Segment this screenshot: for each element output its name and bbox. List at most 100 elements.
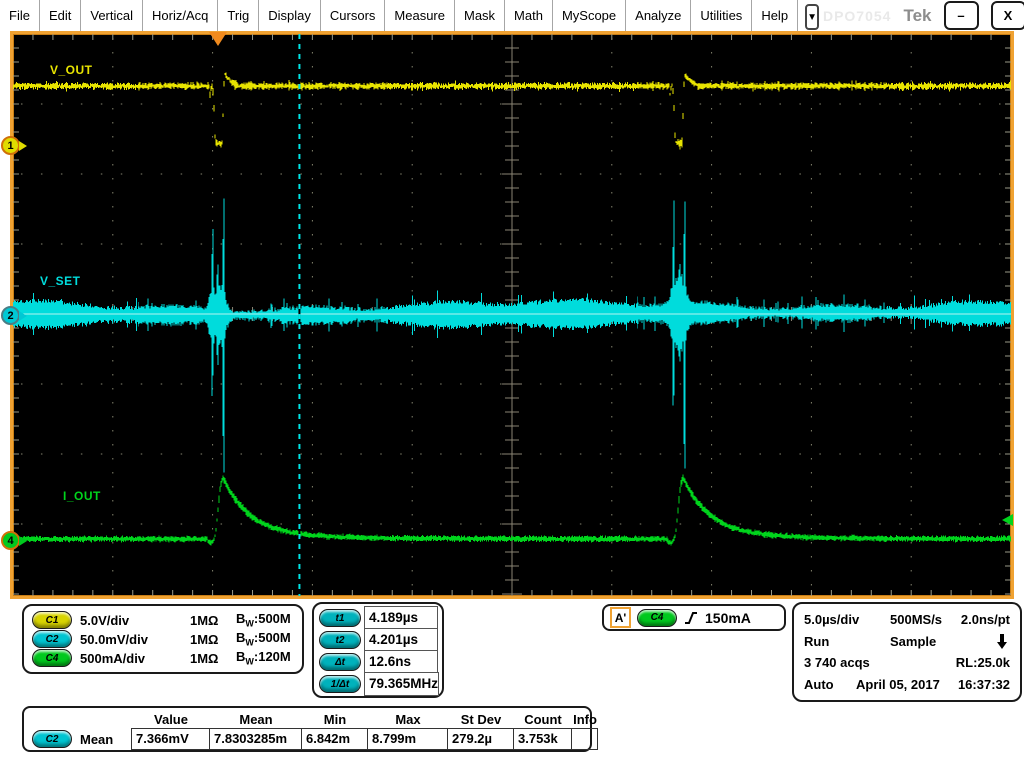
meas-header-info: Info xyxy=(573,711,597,727)
channel-2-arrow-icon xyxy=(19,310,27,321)
acq-row-datetime: Auto April 05, 2017 16:37:32 xyxy=(804,675,1010,694)
menu-item-measure[interactable]: Measure xyxy=(385,0,455,31)
menu-item-math[interactable]: Math xyxy=(505,0,553,31)
c1-bandwidth: BW:500M xyxy=(236,611,291,629)
close-button[interactable]: X xyxy=(990,1,1024,30)
meas-cell-max: 8.799m xyxy=(367,728,448,750)
cursor-freq-badge[interactable]: 1/Δt xyxy=(319,675,361,693)
menu-item-utilities[interactable]: Utilities xyxy=(691,0,753,31)
trigger-panel: A' C4 150mA xyxy=(602,604,786,631)
menu-item-vertical[interactable]: Vertical xyxy=(81,0,143,31)
channel-row-c2: C2 50.0mV/div 1MΩ BW:500M xyxy=(32,630,294,648)
menu-item-edit[interactable]: Edit xyxy=(40,0,82,31)
cursor-dt-badge[interactable]: Δt xyxy=(319,653,361,671)
c1-impedance: 1MΩ xyxy=(190,612,219,628)
channel-1-arrow-icon xyxy=(19,140,27,151)
c4-bandwidth: BW:120M xyxy=(236,649,291,667)
trace-c1-vout xyxy=(13,72,1011,150)
menu-item-analyze[interactable]: Analyze xyxy=(626,0,692,31)
cursors-panel: t1 4.189µs t2 4.201µs Δt 12.6ns 1/Δt 79.… xyxy=(312,602,444,698)
resolution-value: 2.0ns/pt xyxy=(960,612,1010,627)
channel-row-c1: C1 5.0V/div 1MΩ BW:500M xyxy=(32,611,294,629)
cursor-t1-value: 4.189µs xyxy=(364,605,438,630)
meas-cell-value: 7.366mV xyxy=(131,728,210,750)
record-length: RL:25.0k xyxy=(955,655,1010,671)
acquisition-count: 3 740 acqs xyxy=(804,655,870,671)
trace-label-vset: V_SET xyxy=(40,274,81,288)
trigger-mode: Auto xyxy=(804,676,834,692)
menu-item-myscope[interactable]: MyScope xyxy=(553,0,627,31)
meas-header-max: Max xyxy=(395,711,421,727)
c2-scale: 50.0mV/div xyxy=(80,631,148,647)
meas-cell-info xyxy=(571,728,598,750)
meas-cell-min: 6.842m xyxy=(301,728,368,750)
channel-1-marker[interactable]: 1 xyxy=(1,136,27,155)
menu-item-mask[interactable]: Mask xyxy=(455,0,506,31)
c1-scale: 5.0V/div xyxy=(80,612,130,628)
acquisition-panel: 5.0µs/div 500MS/s 2.0ns/pt Run Sample 3 … xyxy=(792,602,1022,702)
acq-row-state: Run Sample xyxy=(804,632,1010,651)
channel-c1-badge[interactable]: C1 xyxy=(32,611,72,629)
meas-row-label: C2 Mean xyxy=(28,730,132,748)
samplerate-value: 500MS/s xyxy=(890,612,943,627)
menu-item-help[interactable]: Help xyxy=(752,0,799,31)
channel-c2-badge[interactable]: C2 xyxy=(32,630,72,648)
meas-cell-count: 3.753k xyxy=(513,728,572,750)
acq-mode: Sample xyxy=(890,633,937,649)
meas-header-stdev: St Dev xyxy=(460,711,502,727)
graticule-edge-ticks xyxy=(13,34,1011,596)
trace-label-iout: I_OUT xyxy=(63,489,101,503)
menu-item-horiz-acq[interactable]: Horiz/Acq xyxy=(143,0,219,31)
c2-bandwidth: BW:500M xyxy=(236,630,291,648)
channel-c4-badge[interactable]: C4 xyxy=(32,649,72,667)
trigger-position-marker-icon[interactable] xyxy=(209,32,227,46)
channel-2-marker-label: 2 xyxy=(7,309,14,322)
c4-impedance: 1MΩ xyxy=(190,650,219,666)
menu-item-file[interactable]: File xyxy=(0,0,40,31)
channel-4-marker-label: 4 xyxy=(7,534,14,547)
channel-4-marker[interactable]: 4 xyxy=(1,531,27,550)
waveform-display: V_OUT V_SET I_OUT 1 2 4 xyxy=(1,31,1014,599)
time-value: 16:37:32 xyxy=(957,676,1010,692)
trace-label-vout: V_OUT xyxy=(50,63,93,77)
meas-header-value: Value xyxy=(154,711,188,727)
minimize-button[interactable]: – xyxy=(943,1,979,30)
cursor-freq-value: 79.365MHz xyxy=(364,671,440,696)
menu-overflow-button[interactable]: ▼ xyxy=(805,4,819,30)
channel-2-marker[interactable]: 2 xyxy=(1,306,27,325)
cursor-t2-value: 4.201µs xyxy=(364,627,438,652)
channel-1-marker-label: 1 xyxy=(7,139,14,152)
channel-row-c4: C4 500mA/div 1MΩ BW:120M xyxy=(32,649,294,667)
cursor-row-dt: Δt 12.6ns xyxy=(319,649,438,674)
measurement-table: Value Mean Min Max St Dev Count Info C2 … xyxy=(22,706,598,752)
acq-row-timebase: 5.0µs/div 500MS/s 2.0ns/pt xyxy=(804,610,1010,629)
trigger-source-badge[interactable]: C4 xyxy=(637,608,677,627)
channels-panel: C1 5.0V/div 1MΩ BW:500M C2 50.0mV/div 1M… xyxy=(22,604,304,674)
meas-header-mean: Mean xyxy=(239,711,273,727)
tek-logo: Tek xyxy=(903,5,932,25)
menu-item-display[interactable]: Display xyxy=(259,0,321,31)
cursor-t2-badge[interactable]: t2 xyxy=(319,631,361,649)
down-arrow-icon xyxy=(997,633,1007,649)
date-value: April 05, 2017 xyxy=(856,676,940,692)
meas-header-min: Min xyxy=(323,711,347,727)
cursor-t1-badge[interactable]: t1 xyxy=(319,609,361,627)
menu-item-trig[interactable]: Trig xyxy=(218,0,260,31)
trigger-level-arrow-icon[interactable] xyxy=(1002,514,1013,526)
timebase-value: 5.0µs/div xyxy=(804,612,860,627)
menu-bar: File Edit Vertical Horiz/Acq Trig Displa… xyxy=(0,0,1024,31)
meas-source-badge[interactable]: C2 xyxy=(32,730,72,748)
meas-cell-mean: 7.8303285m xyxy=(209,728,302,750)
acq-row-count: 3 740 acqs RL:25.0k xyxy=(804,653,1010,672)
trigger-level-value: 150mA xyxy=(705,609,751,626)
meas-header-count: Count xyxy=(524,711,562,727)
waveform-svg xyxy=(13,34,1011,596)
cursor-dt-value: 12.6ns xyxy=(364,649,438,674)
cursor-row-freq: 1/Δt 79.365MHz xyxy=(319,671,440,696)
meas-cell-stdev: 279.2µ xyxy=(447,728,514,750)
menu-item-cursors[interactable]: Cursors xyxy=(321,0,386,31)
channel-4-arrow-icon xyxy=(19,535,27,546)
run-state: Run xyxy=(804,633,830,649)
trigger-a-badge: A' xyxy=(610,607,631,628)
